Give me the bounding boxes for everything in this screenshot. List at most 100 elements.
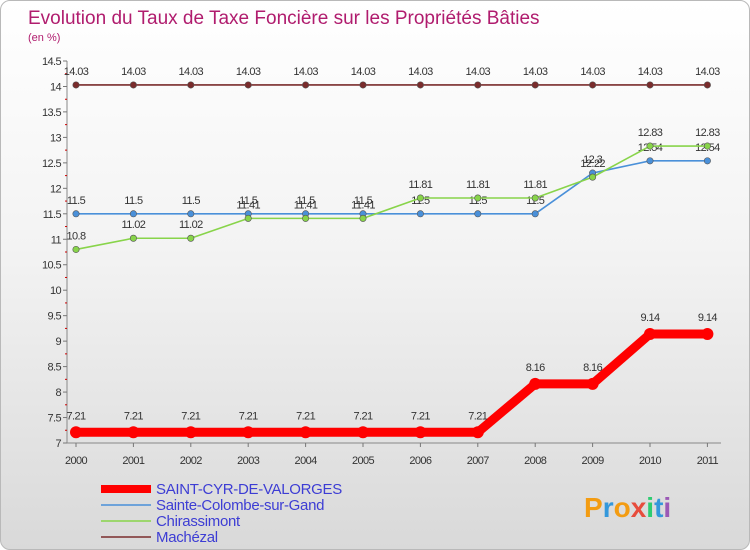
data-label: 7.21 — [66, 410, 85, 422]
data-label: 11.41 — [294, 199, 318, 211]
data-point — [646, 81, 654, 89]
data-label: 9.14 — [698, 312, 717, 324]
data-point — [703, 142, 711, 150]
data-point — [529, 377, 542, 390]
series-line-saint-cyr-de-valorges — [71, 329, 712, 437]
data-point — [644, 328, 656, 341]
y-tick-label: 7 — [55, 438, 61, 450]
legend-label: SAINT-CYR-DE-VALORGES — [156, 481, 342, 498]
data-label: 14.03 — [121, 66, 146, 78]
data-label: 14.03 — [408, 66, 433, 78]
y-tick-label: 9 — [55, 336, 61, 348]
data-label: 14.03 — [695, 66, 720, 78]
x-tick-label: 2005 — [352, 455, 375, 467]
data-point — [244, 214, 252, 222]
data-label: 11.81 — [523, 179, 547, 191]
logo-letter: i — [646, 492, 654, 523]
data-point — [589, 173, 597, 181]
data-label: 7.21 — [411, 410, 430, 422]
data-point — [129, 234, 137, 242]
data-label: 11.41 — [236, 199, 260, 211]
data-point — [187, 210, 195, 218]
data-label: 12.83 — [695, 127, 720, 139]
data-point — [416, 210, 424, 218]
data-point — [646, 157, 654, 165]
plot-area: 77.588.599.51010.51111.51212.51313.51414… — [42, 56, 721, 467]
data-point — [299, 426, 312, 439]
data-point — [70, 426, 82, 439]
data-point — [531, 210, 539, 218]
x-tick-label: 2009 — [582, 455, 605, 467]
legend-label: Chirassimont — [156, 513, 241, 530]
data-point — [302, 81, 310, 89]
data-label: 14.03 — [236, 66, 261, 78]
data-label: 12.3 — [583, 154, 602, 166]
data-point — [471, 426, 484, 439]
data-point — [474, 81, 482, 89]
data-label: 11.5 — [239, 195, 258, 207]
data-point — [416, 194, 424, 202]
data-point — [474, 210, 482, 218]
y-tick-label: 10.5 — [42, 260, 61, 272]
data-point — [701, 328, 714, 341]
data-label: 10.8 — [66, 230, 85, 242]
legend-label: Machézal — [156, 529, 218, 546]
logo-letter: i — [663, 492, 671, 523]
y-tick-label: 8.5 — [48, 362, 62, 374]
logo-letter: o — [614, 492, 631, 523]
y-tick-label: 12 — [50, 183, 62, 195]
logo-letter: P — [584, 492, 603, 523]
data-point — [589, 81, 597, 89]
data-point — [474, 194, 482, 202]
data-label: 11.02 — [122, 219, 146, 231]
data-point — [72, 245, 80, 253]
data-label: 11.02 — [179, 219, 203, 231]
data-point — [129, 210, 137, 218]
y-tick-label: 13 — [50, 132, 62, 144]
y-tick-label: 14 — [50, 81, 62, 93]
data-point — [357, 426, 369, 439]
data-point — [586, 377, 599, 390]
data-label: 11.5 — [124, 195, 143, 207]
logo-letter: r — [603, 492, 614, 523]
y-tick-label: 12.5 — [42, 158, 61, 170]
data-point — [531, 194, 539, 202]
data-label: 7.21 — [468, 410, 487, 422]
y-tick-label: 7.5 — [48, 413, 62, 425]
data-point — [531, 81, 539, 89]
x-tick-label: 2010 — [639, 455, 662, 467]
series-line-sainte-colombe-sur-gand — [75, 160, 709, 215]
legend: SAINT-CYR-DE-VALORGESSainte-Colombe-sur-… — [101, 481, 343, 546]
data-point — [703, 81, 711, 89]
data-label: 8.16 — [583, 362, 602, 374]
data-point — [416, 81, 424, 89]
data-label: 9.14 — [640, 312, 659, 324]
data-point — [359, 81, 367, 89]
x-tick-label: 2002 — [180, 455, 203, 467]
y-tick-label: 11.5 — [43, 209, 62, 221]
data-label: 14.03 — [351, 66, 376, 78]
data-point — [646, 142, 654, 150]
data-label: 11.5 — [354, 195, 373, 207]
data-label: 11.81 — [466, 179, 490, 191]
data-point — [127, 426, 140, 439]
data-point — [187, 234, 195, 242]
proxiti-logo-text: Proxiti — [584, 492, 671, 523]
data-label: 7.21 — [239, 410, 258, 422]
data-label: 14.03 — [523, 66, 548, 78]
data-label: 11.5 — [182, 195, 201, 207]
data-label: 14.03 — [179, 66, 204, 78]
x-tick-label: 2001 — [122, 455, 145, 467]
data-label: 11.5 — [296, 195, 315, 207]
data-point — [244, 81, 252, 89]
series-line-chirassimont — [75, 145, 709, 251]
y-tick-label: 9.5 — [48, 311, 62, 323]
data-label: 11.81 — [409, 179, 433, 191]
x-tick-label: 2008 — [524, 455, 547, 467]
proxiti-logo: Proxiti — [584, 492, 671, 523]
data-point — [414, 426, 427, 439]
data-label: 12.22 — [580, 158, 605, 170]
data-label: 14.03 — [64, 66, 89, 78]
data-point — [302, 214, 310, 222]
